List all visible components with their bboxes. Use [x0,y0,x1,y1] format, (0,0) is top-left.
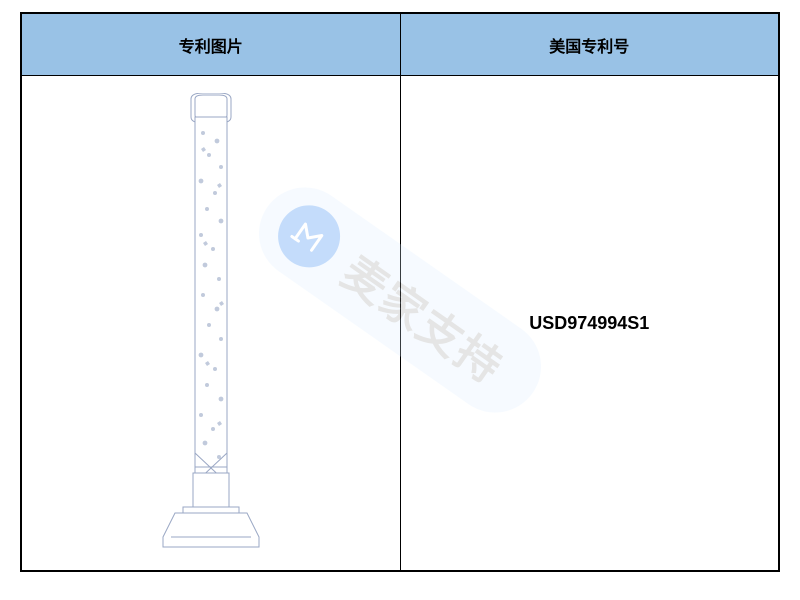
table-row: USD974994S1 [22,76,779,571]
column-header-patent-no: 美国专利号 [400,14,779,76]
patent-table-container: 专利图片 美国专利号 [20,12,780,572]
cell-patent-image [22,76,401,571]
patent-drawing-icon [151,93,271,553]
column-header-image: 专利图片 [22,14,401,76]
cell-patent-number: USD974994S1 [400,76,779,571]
patent-table: 专利图片 美国专利号 [21,13,779,571]
patent-number-text: USD974994S1 [529,313,649,333]
